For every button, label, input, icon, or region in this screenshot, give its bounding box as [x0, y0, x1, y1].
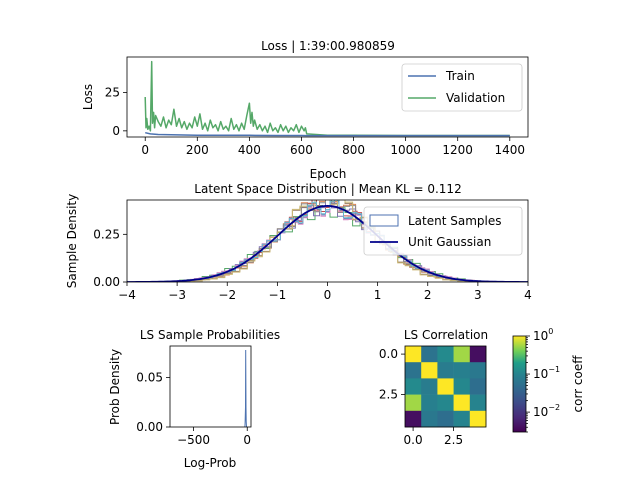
- ls-prob-ytick-label: 0.05: [136, 371, 163, 385]
- latent-plot-area: [127, 200, 528, 282]
- ls-corr-cell: [437, 362, 454, 379]
- loss-xtick-label: 800: [342, 143, 365, 157]
- latent-xtick-label: −1: [269, 288, 287, 302]
- loss-xtick-label: 0: [141, 143, 149, 157]
- ls-prob-density-line: [244, 349, 248, 427]
- latent-xtick-label: 3: [474, 288, 482, 302]
- colorbar-gradient: [512, 335, 527, 433]
- ls-corr-cell: [453, 362, 471, 379]
- ls-corr-ytick-label: 2.5: [379, 388, 398, 402]
- ls-prob-ylabel: Prob Density: [108, 349, 122, 425]
- latent-xtick-label: 2: [424, 288, 432, 302]
- latent-legend-label-gaussian: Unit Gaussian: [408, 235, 491, 249]
- ls-corr-cell: [437, 410, 454, 428]
- unit-gaussian-curve: [127, 204, 528, 282]
- ls-corr-cell: [405, 378, 422, 395]
- ls-corr-cell: [421, 410, 438, 428]
- loss-legend: Train Validation: [401, 63, 523, 112]
- ls-corr-panel: LS Correlation 0.0 2.5 0.0 2.5 10010−110−2 …: [379, 327, 585, 447]
- loss-xtick-label: 1400: [494, 143, 525, 157]
- loss-xlabel: Epoch: [310, 167, 347, 181]
- loss-panel: Loss | 1:39:00.980859 0 200 400 600 800 1000 1…: [81, 39, 529, 181]
- latent-ytick-label: 0.25: [93, 227, 120, 241]
- ls-corr-cell: [453, 346, 471, 363]
- latent-title: Latent Space Distribution | Mean KL = 0.…: [194, 182, 461, 196]
- loss-xtick-label: 1000: [390, 143, 421, 157]
- latent-ticks: −4 −3 −2 −1 0 1 2 3 4 0.00 0.25: [93, 227, 532, 302]
- ls-prob-xtick-label: −500: [177, 433, 210, 447]
- latent-legend: Latent Samples Unit Gaussian: [363, 206, 523, 256]
- ls-prob-title: LS Sample Probabilities: [140, 328, 280, 342]
- ls-prob-plot-area: [244, 349, 248, 427]
- ls-prob-panel: LS Sample Probabilities −500 0 0.00 0.05 Lo…: [108, 328, 280, 470]
- loss-axes-frame: [126, 56, 529, 138]
- latent-legend-box: [363, 206, 523, 256]
- ls-prob-ticks: −500 0 0.00 0.05: [136, 371, 251, 447]
- ls-corr-cell: [421, 378, 438, 395]
- latent-ylabel: Sample Density: [65, 194, 79, 288]
- loss-ytick-label: 25: [105, 85, 120, 99]
- ls-corr-cell: [437, 394, 454, 412]
- ls-corr-cell: [469, 362, 487, 379]
- loss-xtick-label: 600: [290, 143, 313, 157]
- latent-legend-label-samples: Latent Samples: [408, 214, 502, 228]
- loss-legend-label-validation: Validation: [446, 91, 505, 105]
- ls-corr-axes-frame: [404, 345, 487, 428]
- ls-corr-cell: [469, 394, 487, 412]
- loss-series-train: [145, 131, 510, 137]
- latent-xtick-label: −4: [118, 288, 136, 302]
- colorbar-label: corr coeff: [571, 355, 585, 413]
- ls-corr-cell: [469, 346, 487, 363]
- latent-xtick-label: −3: [168, 288, 186, 302]
- ls-corr-cell: [453, 394, 471, 412]
- ls-corr-cell: [469, 410, 487, 428]
- ls-corr-ticks: 0.0 2.5 0.0 2.5: [379, 347, 463, 447]
- ls-corr-cell: [437, 346, 454, 363]
- latent-panel: Latent Space Distribution | Mean KL = 0.…: [65, 182, 532, 302]
- ls-corr-xtick-label: 2.5: [444, 433, 463, 447]
- loss-plot-area: [144, 60, 510, 137]
- ls-corr-title: LS Correlation: [404, 328, 488, 342]
- loss-title: Loss | 1:39:00.980859: [261, 39, 395, 53]
- ls-prob-xlabel: Log-Prob: [184, 456, 236, 470]
- ls-corr-cell: [405, 410, 422, 428]
- loss-ytick-label: 0: [112, 124, 120, 138]
- ls-prob-xtick-label: 0: [243, 433, 251, 447]
- ls-corr-ytick-label: 0.0: [379, 347, 398, 361]
- ls-corr-cell: [405, 346, 422, 363]
- ls-corr-cell: [421, 362, 438, 379]
- latent-xtick-label: 0: [324, 288, 332, 302]
- ls-corr-cell: [437, 378, 454, 395]
- latent-xtick-label: 1: [374, 288, 382, 302]
- loss-xtick-label: 1200: [442, 143, 473, 157]
- loss-series-validation: [144, 60, 510, 137]
- ls-corr-cell: [453, 410, 471, 428]
- ls-corr-heatmap: [405, 346, 487, 428]
- loss-xtick-label: 200: [186, 143, 209, 157]
- ls-corr-cell: [405, 394, 422, 412]
- ls-corr-cell: [405, 362, 422, 379]
- ls-corr-cell: [469, 378, 487, 395]
- loss-ticks: 0 200 400 600 800 1000 1200 1400 0 25: [105, 85, 525, 157]
- ls-corr-cell: [453, 378, 471, 395]
- latent-ytick-label: 0.00: [93, 275, 120, 289]
- loss-ylabel: Loss: [81, 84, 95, 110]
- latent-xtick-label: 4: [524, 288, 532, 302]
- ls-corr-xtick-label: 0.0: [404, 433, 423, 447]
- latent-xtick-label: −2: [218, 288, 236, 302]
- latent-sample-histogram: [127, 200, 528, 282]
- ls-prob-axes-frame: [169, 345, 252, 428]
- ls-corr-cell: [421, 346, 438, 363]
- latent-legend-swatch-samples: [369, 214, 399, 227]
- ls-corr-cell: [421, 394, 438, 412]
- loss-xtick-label: 400: [238, 143, 261, 157]
- ls-prob-ytick-label: 0.00: [136, 420, 163, 434]
- loss-legend-label-train: Train: [445, 69, 475, 83]
